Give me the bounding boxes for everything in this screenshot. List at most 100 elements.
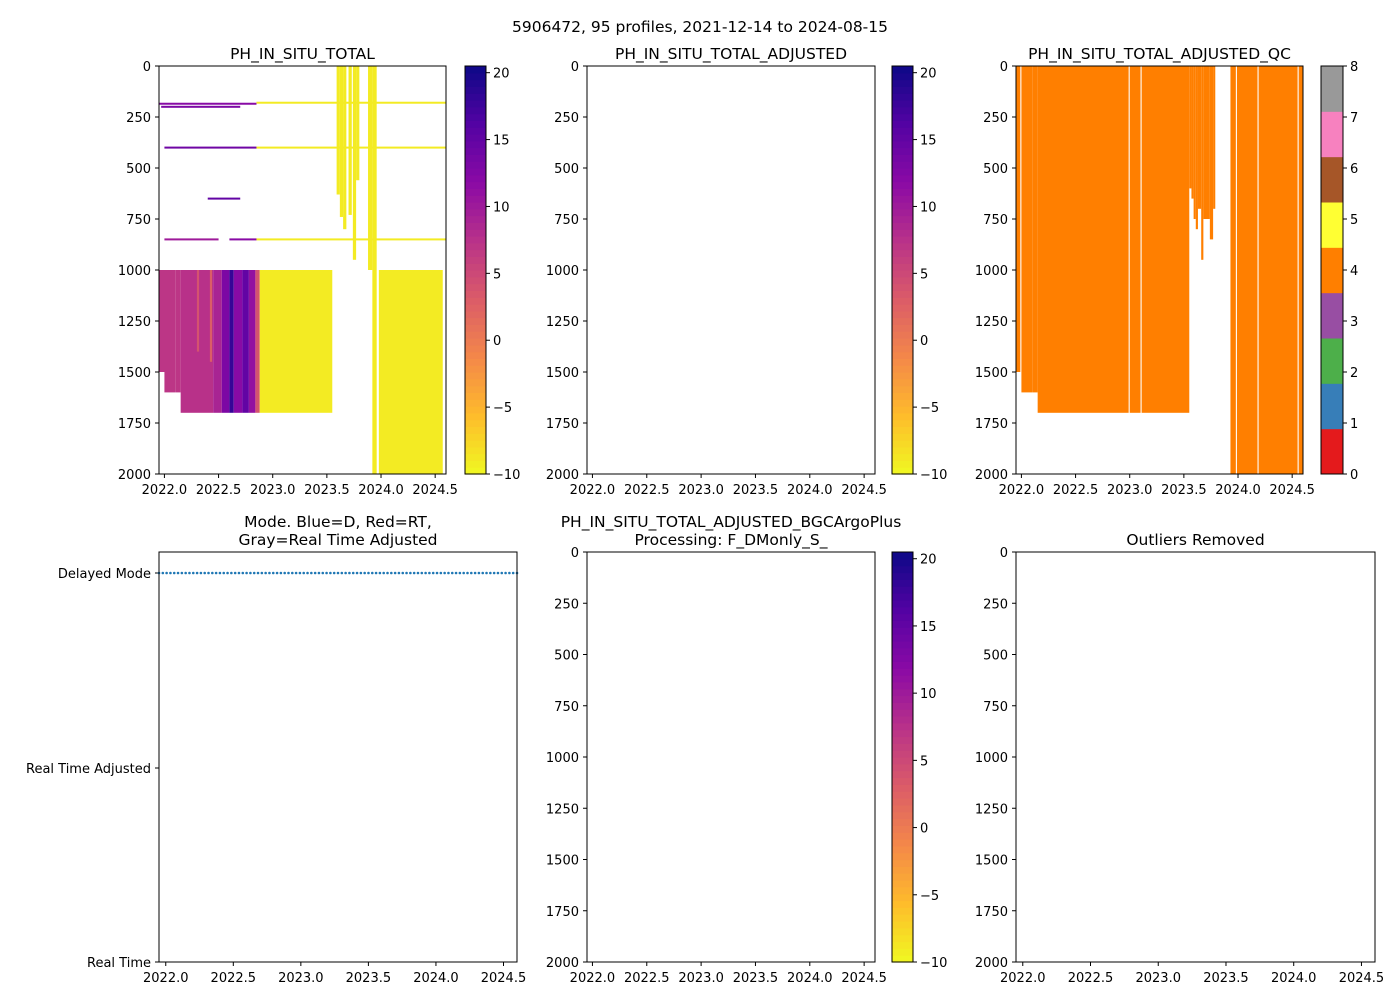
colorbar-segment bbox=[892, 229, 913, 237]
x-tick-label: 2023.5 bbox=[733, 971, 779, 986]
colorbar-segment bbox=[1321, 383, 1343, 430]
colorbar-tick-label: 20 bbox=[920, 553, 937, 568]
heatmap-cell bbox=[339, 66, 344, 217]
colorbar-tick-label: 15 bbox=[920, 134, 937, 149]
colorbar-segment bbox=[892, 392, 913, 400]
mode-point bbox=[481, 571, 485, 575]
colorbar-segment bbox=[1321, 292, 1343, 339]
qc-column bbox=[1236, 66, 1258, 474]
x-tick-label: 2023.0 bbox=[278, 971, 324, 986]
x-tick-label: 2023.0 bbox=[678, 971, 724, 986]
y-tick-label: 250 bbox=[983, 597, 1008, 612]
colorbar-segment bbox=[465, 270, 486, 278]
colorbar-segment bbox=[465, 161, 486, 169]
colorbar-segment bbox=[465, 222, 486, 230]
mode-point bbox=[390, 571, 393, 575]
mode-point bbox=[245, 571, 248, 575]
colorbar-segment bbox=[1321, 202, 1343, 248]
colorbar-segment bbox=[892, 811, 913, 820]
colorbar-segment bbox=[892, 283, 913, 291]
heatmap-cell bbox=[336, 66, 340, 195]
mode-point bbox=[165, 571, 168, 575]
mode-point bbox=[226, 571, 229, 575]
colorbar-segment bbox=[892, 948, 913, 956]
colorbar-segment bbox=[892, 304, 913, 312]
heatmap-cell bbox=[233, 270, 243, 413]
colorbar-tick-label: −5 bbox=[493, 401, 512, 416]
x-tick-label: 2023.0 bbox=[1135, 971, 1181, 986]
colorbar-tick-label: 7 bbox=[1350, 111, 1358, 126]
colorbar-segment bbox=[892, 168, 913, 176]
colorbar-segment bbox=[892, 446, 913, 455]
mode-point bbox=[477, 571, 481, 575]
axes-frame bbox=[586, 551, 876, 963]
colorbar-segment bbox=[892, 798, 913, 806]
colorbar-tick-label: 2 bbox=[1350, 366, 1358, 381]
x-tick-label: 2024.0 bbox=[787, 483, 833, 498]
panel-title: PH_IN_SITU_TOTAL_ADJUSTED bbox=[615, 45, 847, 64]
y-tick-label: 750 bbox=[554, 213, 579, 228]
mode-point bbox=[489, 571, 492, 575]
colorbar-tick-label: −5 bbox=[920, 889, 939, 904]
x-tick-label: 2024.0 bbox=[358, 483, 404, 498]
colorbar-segment bbox=[892, 256, 913, 264]
colorbar-segment bbox=[465, 208, 486, 217]
x-tick-label: 2023.0 bbox=[678, 483, 724, 498]
colorbar-segment bbox=[892, 263, 913, 271]
colorbar-segment bbox=[465, 446, 486, 455]
colorbar-segment bbox=[465, 86, 486, 94]
colorbar-segment bbox=[465, 147, 486, 155]
mode-point bbox=[405, 571, 408, 575]
mode-point bbox=[317, 571, 321, 575]
colorbar-segment bbox=[892, 818, 913, 826]
y-tick-label: Real Time bbox=[87, 956, 151, 971]
mode-point bbox=[348, 571, 351, 575]
mode-point bbox=[329, 571, 332, 575]
qc-column bbox=[1141, 66, 1190, 413]
colorbar-segment bbox=[465, 256, 486, 264]
y-tick-label: 1250 bbox=[546, 315, 579, 330]
x-tick-label: 2024.5 bbox=[841, 483, 887, 498]
mode-point bbox=[363, 571, 366, 575]
mode-point bbox=[294, 571, 298, 575]
mode-point bbox=[336, 571, 340, 575]
colorbar-tick-label: 10 bbox=[920, 200, 937, 215]
colorbar-segment bbox=[465, 202, 486, 210]
heatmap-band bbox=[164, 146, 257, 149]
y-tick-label: 500 bbox=[983, 162, 1008, 177]
qc-column bbox=[1129, 66, 1141, 413]
x-tick-label: 2022.5 bbox=[211, 971, 257, 986]
colorbar-segment bbox=[1321, 338, 1343, 384]
axes-frame bbox=[1015, 551, 1376, 963]
colorbar-segment bbox=[465, 324, 486, 332]
panel-title: Processing: F_DMonly_S_ bbox=[634, 531, 827, 550]
heatmap-cell bbox=[209, 270, 213, 362]
mode-point bbox=[435, 571, 439, 575]
colorbar-segment bbox=[465, 310, 486, 319]
qc-column bbox=[1193, 66, 1196, 219]
colorbar-segment bbox=[465, 93, 486, 101]
colorbar-segment bbox=[892, 120, 913, 128]
colorbar-segment bbox=[892, 743, 913, 751]
x-tick-label: 2023.5 bbox=[304, 483, 350, 498]
mode-point bbox=[469, 571, 473, 575]
colorbar-segment bbox=[892, 467, 913, 475]
colorbar-segment bbox=[892, 880, 913, 888]
colorbar-segment bbox=[892, 331, 913, 339]
colorbar-segment bbox=[892, 873, 913, 881]
qc-column bbox=[1195, 66, 1198, 230]
colorbar-segment bbox=[465, 181, 486, 189]
colorbar-segment bbox=[892, 613, 913, 621]
colorbar-segment bbox=[892, 722, 913, 731]
colorbar-segment bbox=[892, 358, 913, 366]
panel-qc: PH_IN_SITU_TOTAL_ADJUSTED_QC 2022.0 2022.5… bbox=[975, 45, 1358, 498]
mode-point bbox=[233, 571, 237, 575]
mode-point bbox=[386, 571, 389, 575]
colorbar-tick-label: 15 bbox=[493, 134, 510, 149]
mode-point bbox=[378, 571, 382, 575]
colorbar-segment bbox=[892, 433, 913, 441]
colorbar-segment bbox=[892, 852, 913, 861]
heatmap-cell bbox=[248, 270, 256, 413]
x-tick-label: 2024.0 bbox=[1215, 483, 1261, 498]
